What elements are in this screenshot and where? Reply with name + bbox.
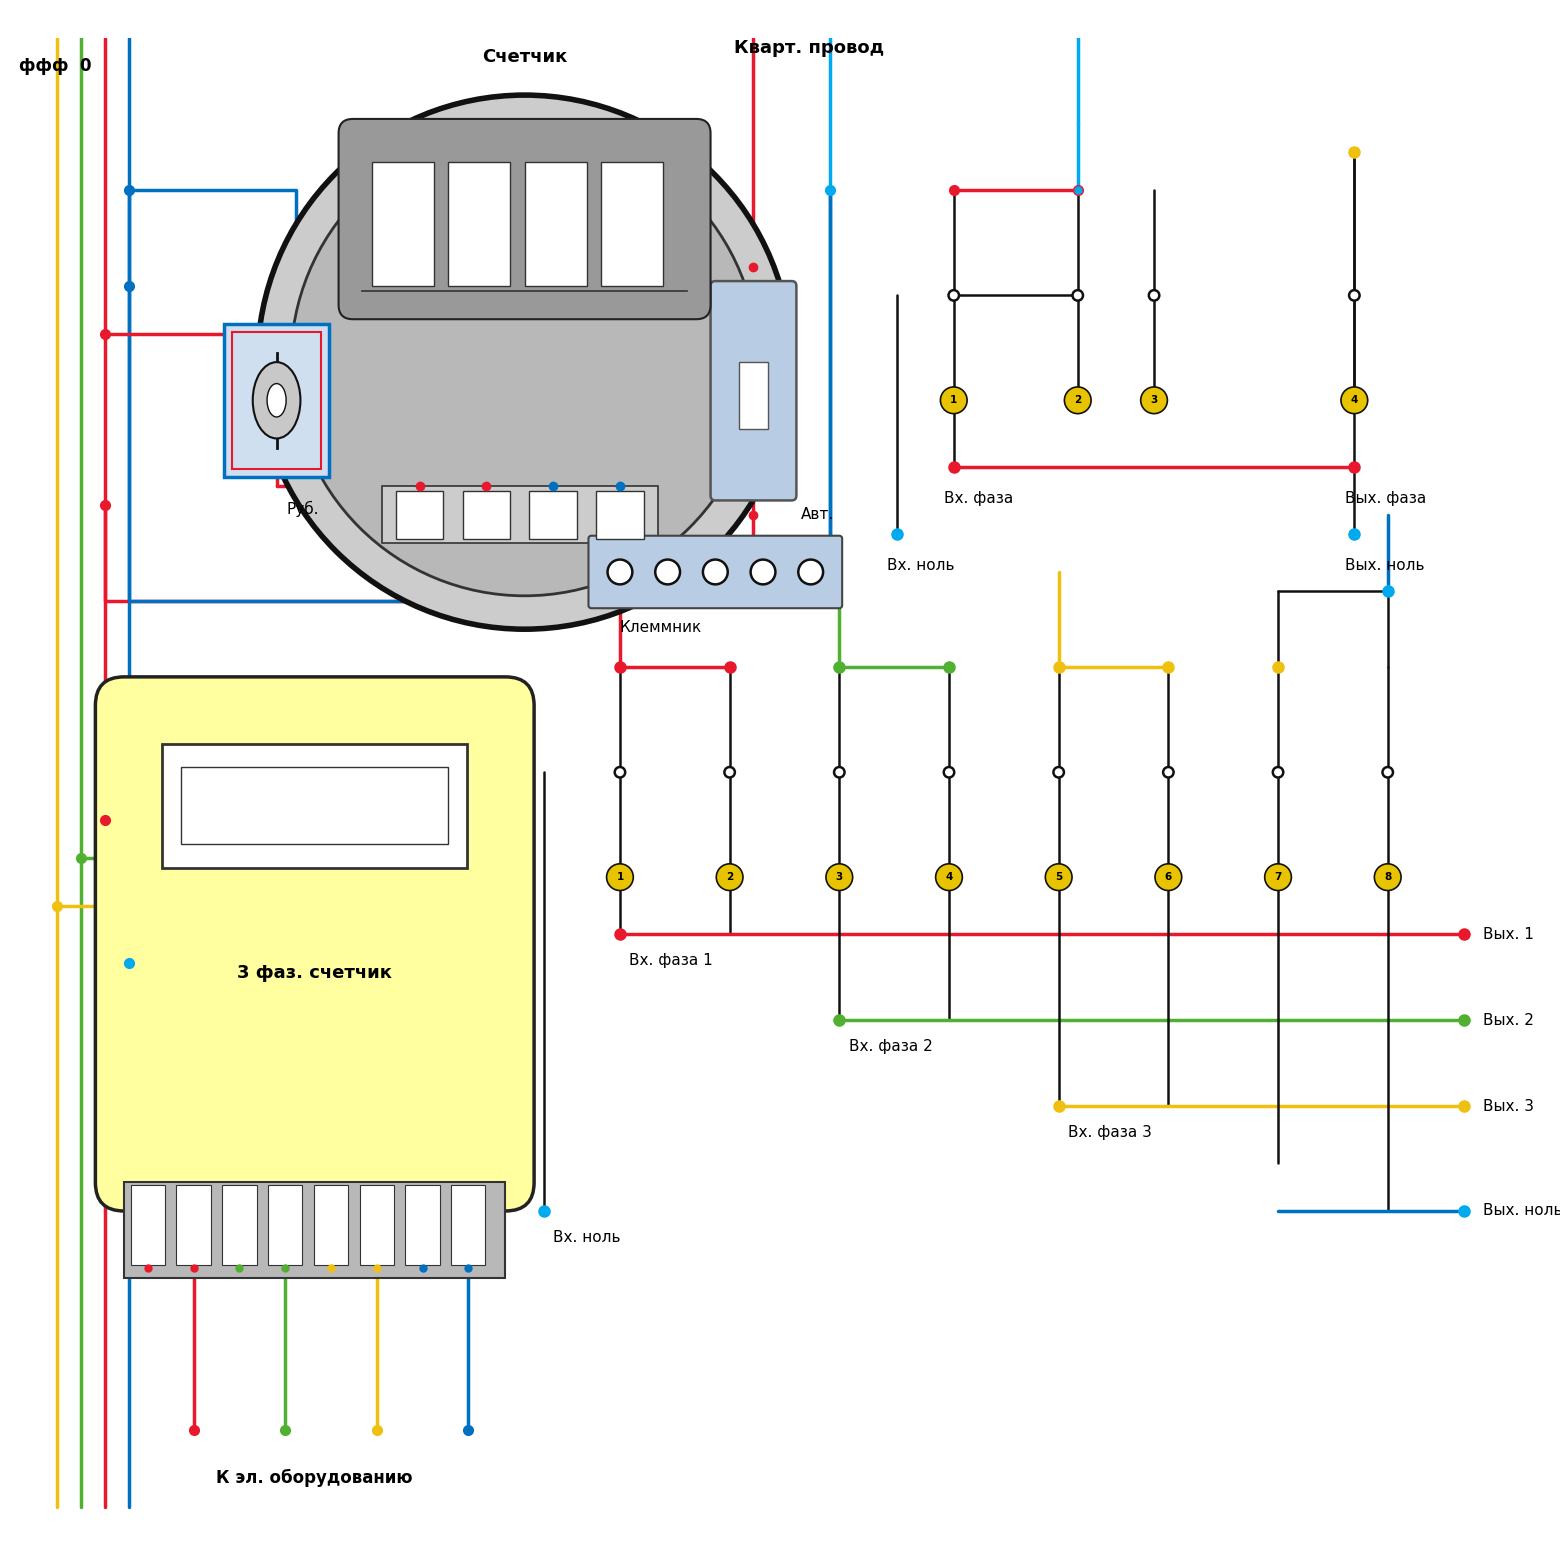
Text: 1: 1: [950, 395, 958, 406]
Bar: [596, 490, 644, 539]
Text: Клеммник: Клеммник: [619, 620, 702, 635]
Circle shape: [607, 559, 632, 584]
Circle shape: [1342, 387, 1368, 414]
Circle shape: [1349, 290, 1360, 301]
Text: Вх. фаза 1: Вх. фаза 1: [630, 954, 713, 968]
FancyBboxPatch shape: [339, 119, 710, 318]
Text: Вх. фаза 3: Вх. фаза 3: [1069, 1125, 1153, 1140]
Text: Вх. ноль: Вх. ноль: [554, 1230, 621, 1246]
Bar: [123, 1182, 505, 1278]
Text: Вх. фаза: Вх. фаза: [944, 490, 1014, 506]
Bar: [181, 768, 448, 845]
Text: К эл. оборудованию: К эл. оборудованию: [217, 1469, 413, 1488]
Circle shape: [936, 863, 963, 890]
Bar: [396, 490, 443, 539]
Circle shape: [1164, 766, 1173, 777]
Bar: [162, 743, 468, 868]
Text: 4: 4: [1351, 395, 1359, 406]
Circle shape: [655, 559, 680, 584]
Circle shape: [1374, 863, 1401, 890]
Text: Руб.: Руб.: [285, 501, 318, 517]
Bar: [268, 1185, 303, 1266]
Text: Вх. фаза 2: Вх. фаза 2: [849, 1040, 933, 1054]
Circle shape: [724, 766, 735, 777]
Circle shape: [1053, 766, 1064, 777]
Bar: [406, 1185, 440, 1266]
Text: 6: 6: [1165, 873, 1172, 882]
Bar: [222, 1185, 256, 1266]
Circle shape: [257, 95, 791, 629]
Text: Кварт. провод: Кварт. провод: [735, 39, 885, 56]
Bar: [131, 1185, 165, 1266]
Text: 1: 1: [616, 873, 624, 882]
Circle shape: [290, 128, 758, 596]
Bar: [371, 162, 434, 286]
Bar: [448, 162, 510, 286]
Circle shape: [704, 559, 727, 584]
Text: 3: 3: [836, 873, 842, 882]
Circle shape: [799, 559, 824, 584]
Ellipse shape: [253, 362, 301, 439]
Circle shape: [1265, 863, 1292, 890]
Bar: [359, 1185, 395, 1266]
Text: Вых. 2: Вых. 2: [1484, 1013, 1533, 1027]
Text: Авт.: Авт.: [802, 507, 835, 523]
Text: 4: 4: [945, 873, 953, 882]
Text: ффф  0: ффф 0: [19, 56, 92, 75]
Circle shape: [1382, 766, 1393, 777]
Bar: [739, 362, 768, 429]
Bar: [451, 1185, 485, 1266]
Bar: [314, 1185, 348, 1266]
Bar: [382, 485, 658, 543]
Circle shape: [1154, 863, 1182, 890]
Bar: [463, 490, 510, 539]
Circle shape: [750, 559, 775, 584]
Circle shape: [825, 863, 853, 890]
Text: Вх. ноль: Вх. ноль: [888, 557, 955, 573]
Circle shape: [1273, 766, 1284, 777]
Text: 2: 2: [1075, 395, 1081, 406]
Text: 3 фаз. счетчик: 3 фаз. счетчик: [237, 963, 392, 982]
Text: Вых. ноль: Вых. ноль: [1345, 557, 1424, 573]
FancyBboxPatch shape: [95, 677, 534, 1211]
Text: 7: 7: [1275, 873, 1282, 882]
Text: 3: 3: [1150, 395, 1158, 406]
Circle shape: [1148, 290, 1159, 301]
Bar: [225, 325, 329, 476]
FancyBboxPatch shape: [710, 281, 797, 501]
Text: Счетчик: Счетчик: [482, 48, 568, 67]
Text: 2: 2: [725, 873, 733, 882]
Circle shape: [1140, 387, 1167, 414]
Circle shape: [944, 766, 955, 777]
Circle shape: [948, 290, 959, 301]
Circle shape: [1045, 863, 1072, 890]
Bar: [529, 490, 577, 539]
Ellipse shape: [267, 384, 285, 417]
Circle shape: [941, 387, 967, 414]
Bar: [601, 162, 663, 286]
Circle shape: [835, 766, 844, 777]
Bar: [232, 331, 321, 468]
Bar: [176, 1185, 211, 1266]
Circle shape: [615, 766, 626, 777]
Text: 8: 8: [1384, 873, 1392, 882]
Circle shape: [1073, 290, 1083, 301]
Text: Вых. ноль: Вых. ноль: [1484, 1204, 1560, 1219]
FancyBboxPatch shape: [588, 535, 842, 609]
Circle shape: [1064, 387, 1090, 414]
Text: Вых. 1: Вых. 1: [1484, 927, 1533, 941]
Text: Вых. 3: Вых. 3: [1484, 1099, 1533, 1113]
Text: 5: 5: [1055, 873, 1062, 882]
Circle shape: [716, 863, 743, 890]
Text: Вых. фаза: Вых. фаза: [1345, 490, 1426, 506]
Bar: [524, 162, 587, 286]
Circle shape: [607, 863, 633, 890]
